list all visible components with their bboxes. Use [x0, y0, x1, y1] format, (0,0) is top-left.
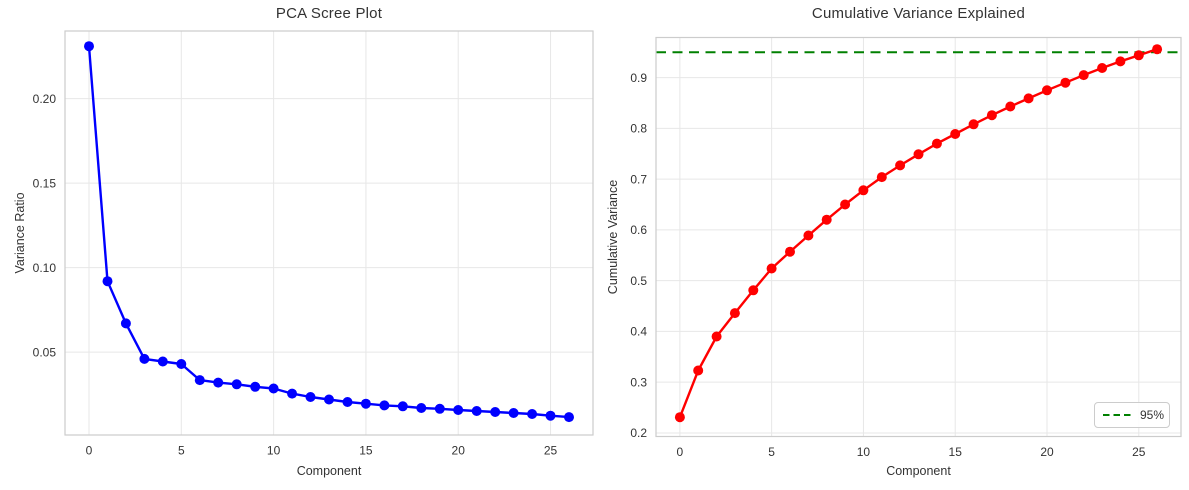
data-point	[434, 403, 445, 414]
data-point	[876, 172, 887, 183]
y-tick-label: 0.05	[33, 345, 57, 359]
data-point	[305, 392, 316, 402]
data-point	[1005, 101, 1016, 112]
data-point	[1115, 56, 1126, 67]
x-tick-label: 25	[1132, 445, 1146, 459]
data-point	[342, 397, 353, 407]
data-point	[766, 263, 777, 274]
x-tick-label: 15	[949, 445, 963, 459]
plot-area	[65, 31, 593, 435]
data-point	[785, 246, 795, 257]
y-tick-label: 0.8	[630, 122, 647, 136]
x-tick-label: 0	[86, 444, 93, 458]
data-point	[176, 359, 187, 369]
x-tick-label: 5	[178, 444, 185, 458]
axes-frame	[64, 30, 594, 436]
x-tick-label: 20	[452, 444, 466, 458]
data-point	[268, 383, 279, 394]
legend-label: 95%	[1140, 408, 1165, 422]
right-x-axis-label: Component	[886, 464, 951, 478]
y-tick-label: 0.5	[630, 274, 647, 288]
y-tick-label: 0.6	[630, 223, 647, 237]
y-tick-label: 0.10	[33, 261, 57, 275]
y-tick-label: 0.3	[630, 375, 647, 389]
data-point	[324, 394, 334, 405]
data-point	[194, 375, 205, 386]
x-tick-label: 0	[677, 445, 684, 459]
dashed-line-sample-icon	[1103, 414, 1131, 416]
data-point	[508, 408, 519, 418]
x-tick-label: 20	[1040, 445, 1054, 459]
data-point	[287, 388, 298, 399]
data-point	[803, 230, 814, 241]
x-tick-label: 25	[544, 444, 558, 458]
data-point	[986, 110, 997, 121]
data-point	[102, 276, 113, 287]
data-point	[453, 405, 464, 415]
y-tick-label: 0.20	[33, 92, 57, 106]
data-point	[139, 353, 150, 364]
data-point	[693, 365, 704, 376]
y-tick-label: 0.7	[630, 172, 647, 186]
left-y-axis-label: Variance Ratio	[13, 192, 27, 274]
right-chart-title: Cumulative Variance Explained	[811, 5, 1026, 22]
data-point	[729, 308, 740, 319]
data-point	[674, 412, 685, 423]
data-point	[471, 406, 482, 416]
x-tick-label: 5	[768, 445, 775, 459]
right-y-axis-label: Cumulative Variance	[606, 179, 620, 295]
y-tick-label: 0.4	[630, 325, 647, 339]
data-point	[950, 129, 961, 139]
x-tick-label: 10	[857, 445, 871, 459]
data-point	[1152, 44, 1163, 55]
data-point	[840, 199, 851, 210]
axes-frame	[655, 36, 1182, 438]
left-x-axis-label: Component	[296, 464, 362, 478]
data-point	[1060, 77, 1071, 88]
data-point	[858, 185, 869, 196]
data-point	[895, 160, 906, 171]
data-point	[397, 401, 408, 412]
data-point	[157, 356, 168, 367]
data-point	[1042, 85, 1052, 96]
data-point	[564, 412, 574, 423]
data-point	[931, 138, 942, 149]
x-tick-label: 10	[267, 444, 281, 458]
data-point	[1133, 50, 1144, 61]
left-chart-title: PCA Scree Plot	[275, 5, 383, 22]
data-point	[231, 379, 242, 390]
y-tick-label: 0.9	[630, 71, 647, 85]
data-point	[416, 403, 427, 413]
x-tick-label: 15	[359, 444, 373, 458]
legend-box: 95%	[1094, 402, 1170, 428]
data-point	[360, 398, 371, 409]
data-point	[1097, 63, 1108, 73]
data-point	[84, 41, 94, 52]
data-point	[545, 410, 556, 421]
data-point	[250, 381, 261, 392]
data-point	[821, 214, 832, 225]
data-point	[711, 331, 722, 342]
data-point	[213, 377, 224, 388]
data-point	[1023, 93, 1034, 104]
y-tick-label: 0.2	[630, 426, 647, 440]
data-point	[527, 409, 538, 419]
plot-area	[656, 37, 1181, 437]
data-point	[120, 318, 131, 329]
data-point	[913, 149, 924, 160]
data-point	[968, 119, 979, 130]
data-point	[490, 407, 501, 417]
data-point	[379, 400, 390, 411]
data-point	[748, 285, 759, 296]
data-point	[1078, 70, 1089, 81]
y-tick-label: 0.15	[33, 176, 57, 190]
